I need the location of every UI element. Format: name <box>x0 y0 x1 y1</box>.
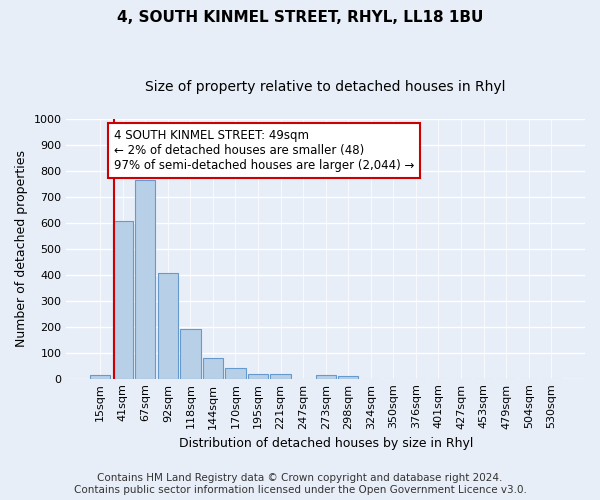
Bar <box>271 374 291 378</box>
Bar <box>226 368 245 378</box>
Y-axis label: Number of detached properties: Number of detached properties <box>15 150 28 347</box>
Bar <box>203 358 223 378</box>
Bar <box>90 375 110 378</box>
Text: Contains HM Land Registry data © Crown copyright and database right 2024.
Contai: Contains HM Land Registry data © Crown c… <box>74 474 526 495</box>
Bar <box>248 374 268 378</box>
Text: 4, SOUTH KINMEL STREET, RHYL, LL18 1BU: 4, SOUTH KINMEL STREET, RHYL, LL18 1BU <box>117 10 483 25</box>
Text: 4 SOUTH KINMEL STREET: 49sqm
← 2% of detached houses are smaller (48)
97% of sem: 4 SOUTH KINMEL STREET: 49sqm ← 2% of det… <box>114 129 415 172</box>
Bar <box>158 274 178 378</box>
Bar <box>180 330 200 378</box>
Bar <box>135 180 155 378</box>
Bar <box>113 222 133 378</box>
Bar <box>338 376 358 378</box>
X-axis label: Distribution of detached houses by size in Rhyl: Distribution of detached houses by size … <box>179 437 473 450</box>
Bar <box>316 376 336 378</box>
Title: Size of property relative to detached houses in Rhyl: Size of property relative to detached ho… <box>145 80 506 94</box>
